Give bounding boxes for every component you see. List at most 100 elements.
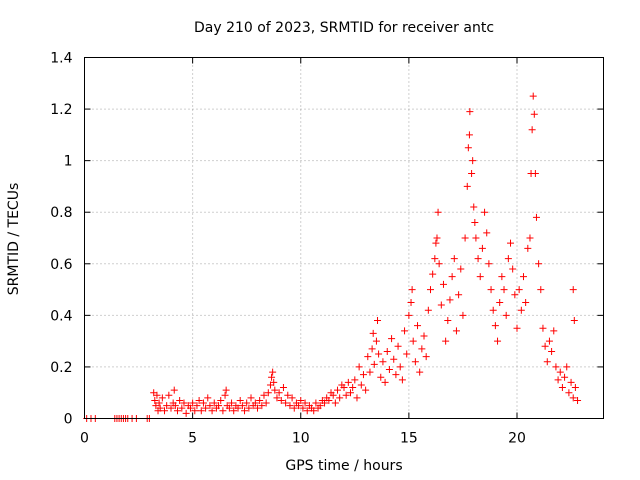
data-point <box>385 366 393 374</box>
data-point <box>299 404 307 412</box>
data-point <box>565 389 573 397</box>
data-point <box>452 327 460 335</box>
data-point <box>286 402 294 410</box>
data-point <box>165 391 173 399</box>
data-point <box>195 396 203 404</box>
data-point <box>284 391 292 399</box>
data-point <box>408 286 416 294</box>
data-point <box>176 396 184 404</box>
data-point <box>383 347 391 355</box>
data-point <box>550 327 558 335</box>
data-point <box>230 407 238 415</box>
data-point <box>411 358 419 366</box>
data-point <box>271 386 279 394</box>
data-point <box>444 317 452 325</box>
data-point <box>567 378 575 386</box>
data-point <box>310 407 318 415</box>
data-point <box>472 234 480 242</box>
data-point <box>215 402 223 410</box>
data-point <box>273 394 281 402</box>
data-point <box>264 389 272 397</box>
data-point <box>301 399 309 407</box>
data-point <box>435 260 443 268</box>
data-point <box>312 399 320 407</box>
data-point <box>403 350 411 358</box>
data-point <box>554 376 562 384</box>
data-point <box>221 391 229 399</box>
data-point <box>498 273 506 281</box>
data-point <box>202 404 210 412</box>
data-point <box>364 353 372 361</box>
data-point <box>377 373 385 381</box>
data-point <box>422 353 430 361</box>
data-point <box>461 234 469 242</box>
data-point <box>210 399 218 407</box>
data-point <box>222 386 230 394</box>
data-point <box>258 402 266 410</box>
data-point <box>362 386 370 394</box>
data-point <box>401 327 409 335</box>
data-point <box>170 386 178 394</box>
x-tick-label: 10 <box>292 431 310 447</box>
data-point <box>290 404 298 412</box>
data-point <box>466 108 474 116</box>
data-point <box>245 404 253 412</box>
data-point <box>288 394 296 402</box>
data-point <box>353 394 361 402</box>
data-point <box>344 378 352 386</box>
data-point <box>247 394 255 402</box>
data-point <box>420 332 428 340</box>
data-point <box>228 399 236 407</box>
x-axis-label: GPS time / hours <box>285 458 402 474</box>
x-tick-label: 20 <box>508 431 526 447</box>
data-point <box>537 286 545 294</box>
data-point <box>491 322 499 330</box>
data-point <box>478 244 486 252</box>
data-point <box>556 368 564 376</box>
data-point <box>277 396 285 404</box>
data-point <box>529 92 537 100</box>
data-point <box>464 144 472 152</box>
data-point <box>156 404 164 412</box>
data-point <box>496 298 504 306</box>
data-point <box>532 213 540 221</box>
data-point <box>552 363 560 371</box>
data-point <box>370 360 378 368</box>
data-point <box>236 396 244 404</box>
data-point <box>351 376 359 384</box>
data-point <box>234 404 242 412</box>
data-point <box>504 255 512 263</box>
y-tick-label: 0 <box>64 412 73 428</box>
data-point <box>153 391 161 399</box>
data-point <box>375 350 383 358</box>
data-point <box>468 170 476 178</box>
data-point <box>191 407 199 415</box>
data-point <box>457 265 465 273</box>
data-point <box>429 270 437 278</box>
data-point <box>469 157 477 165</box>
data-point <box>256 396 264 404</box>
data-point <box>334 386 342 394</box>
data-point <box>519 273 527 281</box>
y-tick-label: 1 <box>64 154 73 170</box>
data-point <box>388 335 396 343</box>
data-point <box>197 407 205 415</box>
data-point <box>416 368 424 376</box>
data-point <box>396 363 404 371</box>
x-tick-label: 5 <box>188 431 197 447</box>
data-point <box>199 399 207 407</box>
data-point <box>446 296 454 304</box>
y-tick-label: 1.2 <box>50 102 72 118</box>
data-point <box>186 404 194 412</box>
data-point <box>225 404 233 412</box>
data-point <box>459 311 467 319</box>
data-point <box>526 234 534 242</box>
data-point <box>155 399 163 407</box>
data-point <box>433 234 441 242</box>
data-point <box>442 337 450 345</box>
data-point <box>535 260 543 268</box>
data-point <box>219 407 227 415</box>
y-axis-label: SRMTID / TECUs <box>6 183 22 296</box>
data-point <box>522 298 530 306</box>
